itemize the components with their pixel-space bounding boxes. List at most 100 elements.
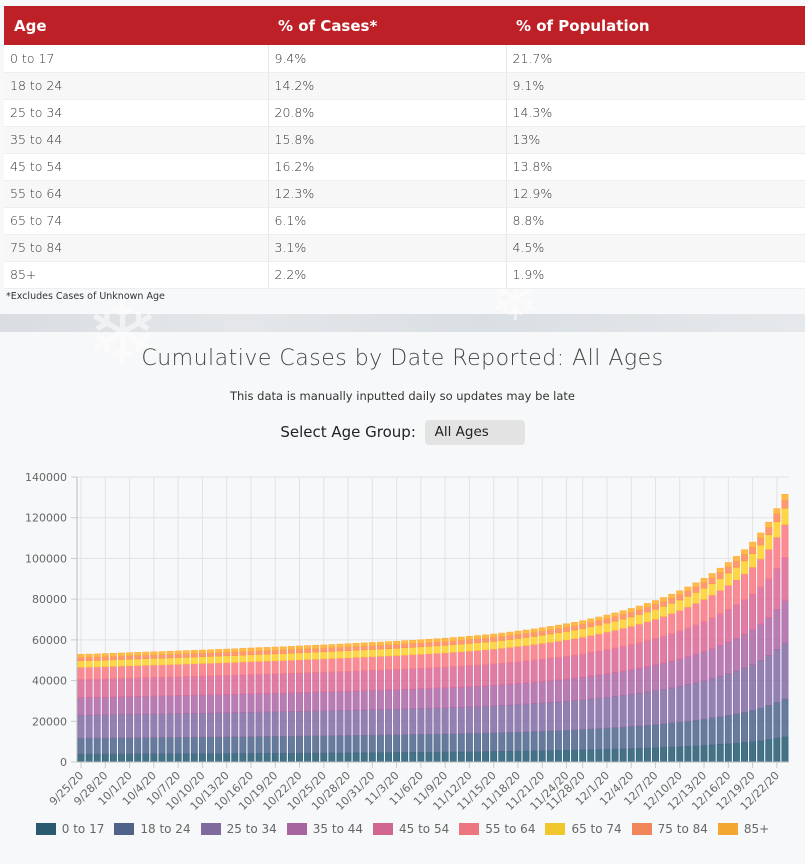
table-footnote: *Excludes Cases of Unknown Age bbox=[6, 290, 165, 302]
bar-segment-45-to-54 bbox=[118, 677, 125, 698]
bar-segment-65-to-74 bbox=[287, 652, 295, 661]
bar-stack bbox=[417, 639, 425, 763]
bar-segment-85plus bbox=[223, 648, 231, 653]
bar-segment-0-to-17 bbox=[595, 749, 603, 763]
bar-segment-0-to-17 bbox=[158, 753, 166, 763]
bar-segment-85plus bbox=[328, 644, 336, 648]
bar-segment-25-to-34 bbox=[352, 709, 360, 736]
legend-item[interactable]: 18 to 24 bbox=[114, 822, 191, 836]
bar-segment-45-to-54 bbox=[368, 670, 376, 691]
legend-item[interactable]: 75 to 84 bbox=[631, 822, 708, 836]
bar-segment-18-to-24 bbox=[247, 736, 255, 754]
bar-segment-0-to-17 bbox=[393, 752, 401, 763]
bar-segment-18-to-24 bbox=[765, 705, 773, 740]
bar-segment-85plus bbox=[530, 628, 538, 633]
bar-segment-85plus bbox=[126, 652, 134, 657]
age-group-select[interactable]: All Ages bbox=[424, 420, 525, 445]
bar-segment-35-to-44 bbox=[643, 666, 651, 693]
bar-segment-0-to-17 bbox=[312, 752, 320, 763]
bar-segment-25-to-34 bbox=[401, 708, 409, 735]
bar-segment-18-to-24 bbox=[376, 734, 384, 753]
bar-segment-65-to-74 bbox=[652, 609, 659, 620]
bar-segment-85plus bbox=[652, 600, 659, 605]
bar-segment-85plus bbox=[376, 641, 384, 646]
bar-segment-35-to-44 bbox=[198, 694, 206, 714]
bar-segment-85plus bbox=[304, 645, 312, 649]
cell-age: 45 to 54 bbox=[4, 153, 269, 181]
bar-segment-65-to-74 bbox=[716, 578, 724, 591]
bar-segment-55-to-64 bbox=[118, 665, 125, 679]
bar-segment-45-to-54 bbox=[522, 660, 530, 684]
bar-segment-45-to-54 bbox=[449, 666, 457, 688]
bar-segment-85plus bbox=[344, 643, 352, 648]
bar-segment-65-to-74 bbox=[263, 653, 271, 662]
bar-segment-0-to-17 bbox=[668, 746, 676, 763]
bar-segment-55-to-64 bbox=[296, 659, 303, 674]
cell-pct-cases: 15.8% bbox=[268, 126, 507, 154]
bar-segment-0-to-17 bbox=[336, 752, 344, 763]
bar-segment-18-to-24 bbox=[417, 734, 425, 753]
bar-segment-35-to-44 bbox=[352, 690, 360, 711]
bar-segment-18-to-24 bbox=[255, 736, 263, 754]
bar-segment-25-to-34 bbox=[101, 714, 109, 739]
bar-segment-35-to-44 bbox=[417, 688, 425, 709]
bar-segment-18-to-24 bbox=[522, 731, 530, 752]
bar-stack bbox=[158, 651, 166, 763]
bar-stack bbox=[741, 549, 748, 763]
bar-segment-75-to-84 bbox=[619, 613, 627, 620]
bar-segment-85plus bbox=[320, 644, 328, 649]
bar-stack bbox=[263, 647, 271, 763]
bar-segment-75-to-84 bbox=[198, 652, 206, 657]
bar-segment-45-to-54 bbox=[708, 617, 716, 649]
legend-item[interactable]: 45 to 54 bbox=[373, 822, 449, 836]
bar-segment-0-to-17 bbox=[749, 741, 757, 763]
legend-item[interactable]: 35 to 44 bbox=[286, 822, 363, 836]
bar-segment-25-to-34 bbox=[611, 696, 619, 728]
bar-segment-65-to-74 bbox=[296, 652, 303, 661]
bar-segment-65-to-74 bbox=[627, 616, 635, 627]
bar-stack bbox=[174, 650, 182, 763]
bar-segment-35-to-44 bbox=[118, 696, 125, 715]
legend-item[interactable]: 0 to 17 bbox=[35, 822, 104, 836]
bar-segment-85plus bbox=[271, 646, 279, 651]
bar-segment-45-to-54 bbox=[474, 664, 481, 687]
bar-segment-35-to-44 bbox=[190, 694, 198, 714]
cell-pct-population: 9.1% bbox=[506, 72, 805, 100]
bar-stack bbox=[304, 645, 312, 763]
legend-item[interactable]: 25 to 34 bbox=[200, 822, 277, 836]
bar-segment-0-to-17 bbox=[207, 753, 214, 763]
bar-segment-35-to-44 bbox=[142, 695, 150, 715]
bar-segment-65-to-74 bbox=[635, 614, 643, 625]
bar-segment-55-to-64 bbox=[433, 652, 441, 668]
bar-segment-75-to-84 bbox=[660, 600, 668, 607]
bar-segment-75-to-84 bbox=[385, 644, 392, 649]
bar-segment-25-to-34 bbox=[247, 712, 255, 737]
bar-segment-25-to-34 bbox=[328, 710, 336, 737]
bar-segment-45-to-54 bbox=[700, 621, 708, 652]
legend-item[interactable]: 85+ bbox=[717, 822, 769, 836]
bar-segment-25-to-34 bbox=[781, 642, 789, 700]
bar-segment-65-to-74 bbox=[741, 560, 748, 575]
bar-segment-35-to-44 bbox=[514, 683, 522, 705]
bar-segment-18-to-24 bbox=[595, 728, 603, 750]
bar-segment-45-to-54 bbox=[101, 678, 109, 698]
table-row: 65 to 74 6.1% 8.8% bbox=[4, 207, 805, 235]
bar-stack bbox=[401, 640, 409, 763]
bar-segment-25-to-34 bbox=[158, 713, 166, 738]
bar-stack bbox=[271, 646, 279, 763]
y-tick-label: 140000 bbox=[25, 471, 67, 484]
bar-segment-25-to-34 bbox=[741, 667, 748, 713]
bar-segment-0-to-17 bbox=[571, 749, 579, 763]
bar-segment-55-to-64 bbox=[126, 665, 134, 679]
bar-segment-35-to-44 bbox=[150, 695, 158, 715]
bar-segment-75-to-84 bbox=[579, 623, 587, 629]
bar-segment-35-to-44 bbox=[538, 681, 546, 704]
legend-item[interactable]: 65 to 74 bbox=[545, 822, 622, 836]
bar-segment-75-to-84 bbox=[465, 639, 473, 644]
bar-stack bbox=[603, 614, 611, 763]
legend-item[interactable]: 55 to 64 bbox=[459, 822, 535, 836]
bar-segment-55-to-64 bbox=[490, 648, 498, 665]
bar-segment-45-to-54 bbox=[255, 673, 263, 694]
bar-segment-18-to-24 bbox=[304, 735, 312, 754]
bar-segment-55-to-64 bbox=[757, 558, 765, 588]
